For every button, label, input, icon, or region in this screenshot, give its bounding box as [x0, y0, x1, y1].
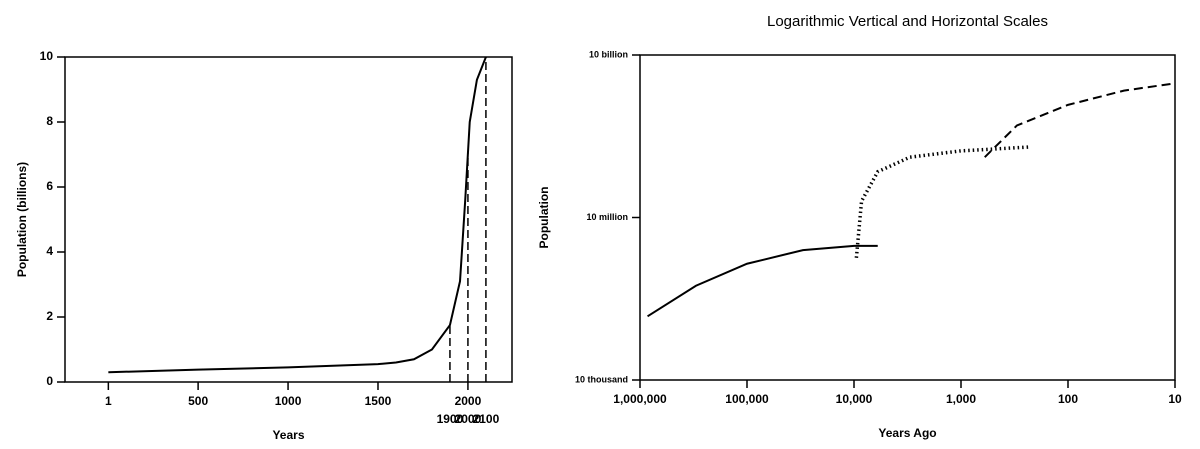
x-tick-label: 500: [188, 394, 208, 408]
year-marker-label: 1900: [437, 412, 464, 426]
y-tick-label: 10 thousand: [575, 374, 628, 384]
x-tick-label: 100: [1058, 392, 1078, 406]
y-tick-label: 10 million: [586, 212, 628, 222]
y-tick-label: 0: [46, 374, 53, 388]
x-tick-label: 1500: [365, 394, 392, 408]
x-axis-label: Years Ago: [878, 426, 936, 440]
y-axis-label: Population: [537, 187, 551, 249]
x-tick-label: 10: [1168, 392, 1182, 406]
y-tick-label: 8: [46, 114, 53, 128]
data-line: [647, 244, 878, 318]
x-tick-label: 100,000: [725, 392, 769, 406]
x-tick-label: 1: [105, 394, 112, 408]
x-tick-label: 10,000: [836, 392, 873, 406]
y-tick-label: 2: [46, 309, 53, 323]
year-marker-label: 2000: [455, 412, 482, 426]
year-marker-label: 2100: [473, 412, 500, 426]
data-line: [984, 82, 1176, 158]
y-tick-label: 10 billion: [589, 49, 628, 59]
x-tick-label: 1,000: [946, 392, 976, 406]
y-tick-label: 10: [40, 49, 54, 63]
y-tick-label: 6: [46, 179, 53, 193]
y-axis-label: Population (billions): [15, 162, 29, 277]
x-tick-label: 2000: [455, 394, 482, 408]
x-tick-label: 1,000,000: [613, 392, 667, 406]
data-line: [854, 145, 1030, 258]
y-tick-label: 4: [46, 244, 53, 258]
plot-frame: [639, 54, 1176, 381]
data-line: [108, 56, 487, 374]
chart-title: Logarithmic Vertical and Horizontal Scal…: [767, 13, 1048, 30]
x-tick-label: 1000: [275, 394, 302, 408]
x-axis-label: Years: [272, 428, 304, 442]
